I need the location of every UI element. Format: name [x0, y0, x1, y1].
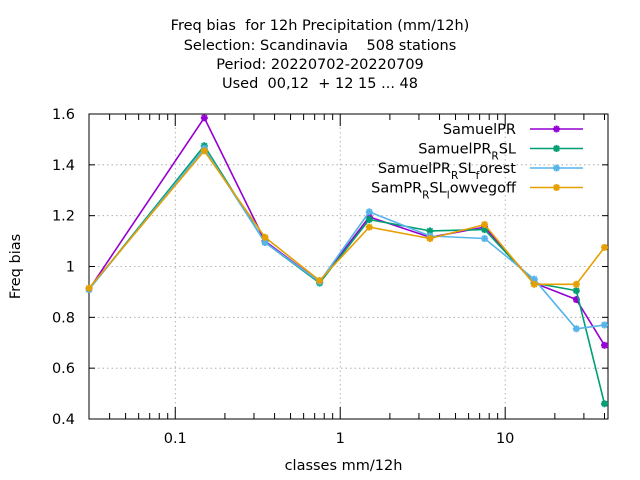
y-tick-label: 1.4	[52, 158, 75, 174]
data-point	[201, 114, 208, 121]
legend-label-3: SamPRRSLlowvegoff	[371, 181, 517, 202]
data-point	[573, 325, 580, 332]
y-tick-label: 0.8	[52, 310, 75, 326]
data-point	[366, 223, 373, 231]
title-line-1: Freq bias for 12h Precipitation (mm/12h)	[170, 18, 470, 34]
legend-marker-2	[553, 164, 560, 172]
x-tick-label: 0.1	[164, 431, 187, 447]
y-tick-label: 1.6	[52, 107, 75, 123]
data-point	[531, 276, 538, 283]
data-point	[426, 227, 434, 235]
x-axis-label: classes mm/12h	[285, 458, 403, 474]
y-axis-label: Freq bias	[8, 234, 24, 299]
title-line-4: Used 00,12 + 12 15 ... 48	[221, 76, 418, 92]
data-point	[531, 281, 538, 288]
legend-marker-1	[553, 145, 560, 152]
data-point	[601, 400, 608, 407]
title-line-3: Period: 20220702-20220709	[216, 57, 424, 73]
legend-marker-3	[553, 184, 560, 191]
data-point	[85, 284, 93, 292]
series-line-0	[88, 117, 606, 346]
y-tick-label: 1.2	[52, 209, 75, 225]
data-point	[366, 216, 373, 223]
data-point	[316, 277, 323, 284]
legend-label-1: SamuelPRRSL	[418, 142, 516, 163]
data-point	[573, 287, 580, 294]
data-point	[573, 281, 580, 288]
data-point	[601, 321, 608, 329]
data-point	[426, 235, 434, 242]
data-point	[366, 208, 373, 216]
data-point	[261, 239, 269, 246]
series-line-3	[88, 150, 606, 289]
y-tick-label: 0.6	[52, 361, 75, 377]
data-point	[481, 235, 488, 242]
legend-label-0: SamuelPR	[443, 122, 516, 138]
data-point	[481, 221, 488, 228]
data-point	[601, 244, 608, 251]
y-tick-label: 1	[66, 260, 75, 276]
data-point	[601, 342, 608, 349]
data-point	[261, 234, 269, 241]
data-point	[201, 147, 208, 155]
y-tick-label: 0.4	[52, 412, 75, 428]
x-tick-label: 10	[496, 431, 514, 447]
plot-border	[88, 113, 609, 420]
title-line-2: Selection: Scandinavia 508 stations	[183, 38, 457, 54]
data-point	[481, 226, 488, 233]
legend-marker-0	[553, 125, 560, 133]
legend-label-2: SamuelPRRSLforest	[378, 161, 516, 182]
x-tick-label: 1	[336, 431, 345, 447]
